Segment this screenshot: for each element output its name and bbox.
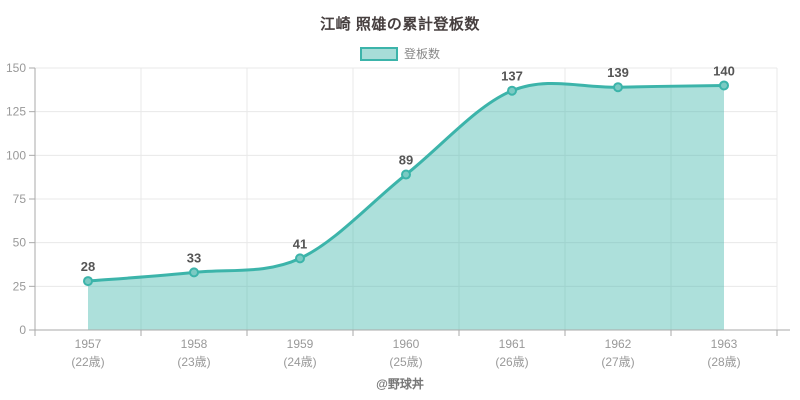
legend-item[interactable]: 登板数	[0, 45, 800, 62]
data-point-marker[interactable]	[189, 267, 199, 278]
x-tick-label-age: (28歳)	[707, 355, 740, 369]
data-point-label: 140	[713, 63, 735, 78]
data-point-label: 41	[293, 236, 307, 251]
x-tick-label-age: (27歳)	[601, 355, 634, 369]
y-tick-label: 25	[13, 279, 27, 293]
x-tick-label-year: 1958	[181, 337, 208, 351]
x-tick-label-age: (22歳)	[71, 355, 104, 369]
y-tick-label: 125	[6, 105, 26, 119]
x-tick-label-year: 1961	[499, 337, 526, 351]
legend-swatch	[359, 46, 398, 61]
x-tick-label-age: (25歳)	[389, 355, 422, 369]
y-tick-label: 50	[13, 236, 27, 250]
data-point-marker[interactable]	[507, 85, 517, 96]
data-point-marker[interactable]	[401, 169, 411, 180]
data-point-label: 33	[187, 250, 201, 265]
data-point-label: 139	[607, 65, 629, 80]
data-point-marker[interactable]	[83, 276, 93, 287]
data-point-marker[interactable]	[613, 82, 623, 93]
x-tick-label-year: 1963	[711, 337, 738, 351]
x-tick-label-year: 1959	[287, 337, 314, 351]
data-point-marker[interactable]	[719, 80, 729, 91]
series-area	[88, 83, 724, 331]
x-tick-label-year: 1962	[605, 337, 632, 351]
data-point-marker[interactable]	[295, 253, 305, 264]
x-tick-label-age: (24歳)	[283, 355, 316, 369]
x-tick-label-age: (26歳)	[495, 355, 528, 369]
data-point-label: 28	[81, 259, 95, 274]
y-tick-label: 75	[13, 192, 27, 206]
legend-label: 登板数	[403, 47, 440, 61]
y-tick-label: 150	[6, 61, 26, 75]
y-tick-label: 100	[6, 148, 26, 162]
footer-credit: @野球丼	[376, 377, 424, 391]
chart-title: 江崎 照雄の累計登板数	[320, 16, 480, 33]
data-point-label: 89	[399, 153, 413, 168]
y-tick-label: 0	[19, 323, 26, 337]
x-tick-label-age: (23歳)	[177, 355, 210, 369]
x-tick-label-year: 1957	[75, 337, 102, 351]
x-tick-label-year: 1960	[393, 337, 420, 351]
data-point-label: 137	[501, 69, 523, 84]
